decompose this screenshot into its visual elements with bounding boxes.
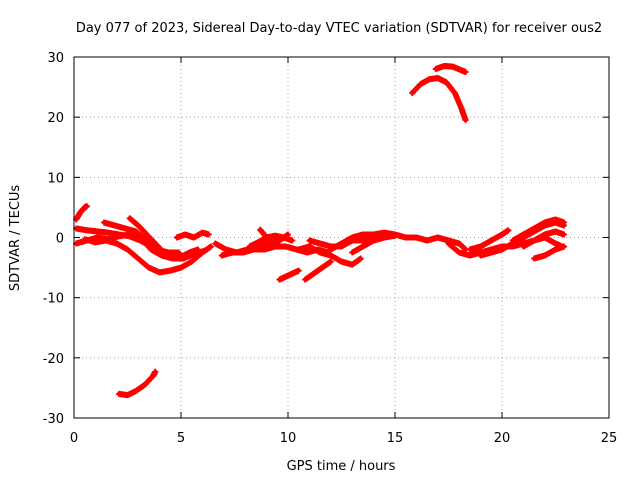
series-arc-07: [115, 368, 159, 399]
series-arc-17: [327, 229, 469, 253]
x-tick-label: 10: [280, 431, 297, 446]
data-point: [561, 243, 568, 250]
series-arc-19: [409, 75, 469, 124]
y-tick-label: 20: [47, 111, 64, 126]
y-tick-label: -30: [43, 412, 64, 427]
x-axis-label: GPS time / hours: [287, 459, 396, 474]
data-point: [561, 231, 568, 238]
data-point: [205, 231, 212, 238]
series-arc-14: [302, 258, 334, 283]
data-points: [73, 63, 568, 399]
series-arc-01: [73, 203, 90, 223]
data-point: [207, 243, 214, 250]
x-tick-label: 5: [177, 431, 185, 446]
data-point: [462, 69, 469, 76]
data-point: [276, 243, 283, 250]
chart-title: Day 077 of 2023, Sidereal Day-to-day VTE…: [76, 21, 602, 36]
x-tick-label: 25: [601, 431, 618, 446]
data-point: [152, 368, 159, 375]
data-point: [83, 203, 90, 210]
series-arc-12: [257, 226, 283, 250]
y-tick-label: 10: [47, 171, 64, 186]
y-axis-label: SDTVAR / TECUs: [8, 185, 23, 292]
series-arc-15: [295, 243, 364, 268]
series-arc-11: [246, 232, 296, 250]
series-arc-18: [349, 234, 388, 256]
series-arc-22: [466, 227, 512, 253]
series-arc-06: [126, 215, 202, 260]
axis-ticks: [73, 56, 610, 419]
x-tick-label: 15: [387, 431, 404, 446]
data-point: [561, 219, 568, 226]
y-tick-label: 30: [47, 51, 64, 66]
y-tick-label: -20: [43, 352, 64, 367]
data-point: [357, 255, 364, 262]
data-point: [295, 267, 302, 274]
data-point: [289, 237, 296, 244]
series-arc-04: [81, 236, 214, 276]
y-tick-label: -10: [43, 292, 64, 307]
series-arc-08: [173, 229, 212, 241]
series-arc-13: [276, 267, 302, 283]
series-arc-26: [531, 243, 568, 262]
data-point: [327, 258, 334, 265]
series-arc-25: [520, 228, 568, 250]
x-tick-label: 0: [70, 431, 78, 446]
x-tick-label: 20: [494, 431, 511, 446]
data-point: [462, 117, 469, 124]
data-point: [381, 234, 388, 241]
data-point: [195, 246, 202, 253]
axis-tick-labels: 0 5 10 15 20 25 -30 -20 -10 0 10 20 30: [43, 51, 618, 446]
series-arc-24: [509, 216, 568, 244]
series-arc-20: [432, 63, 469, 76]
y-tick-label: 0: [56, 232, 64, 247]
data-point: [505, 227, 512, 234]
